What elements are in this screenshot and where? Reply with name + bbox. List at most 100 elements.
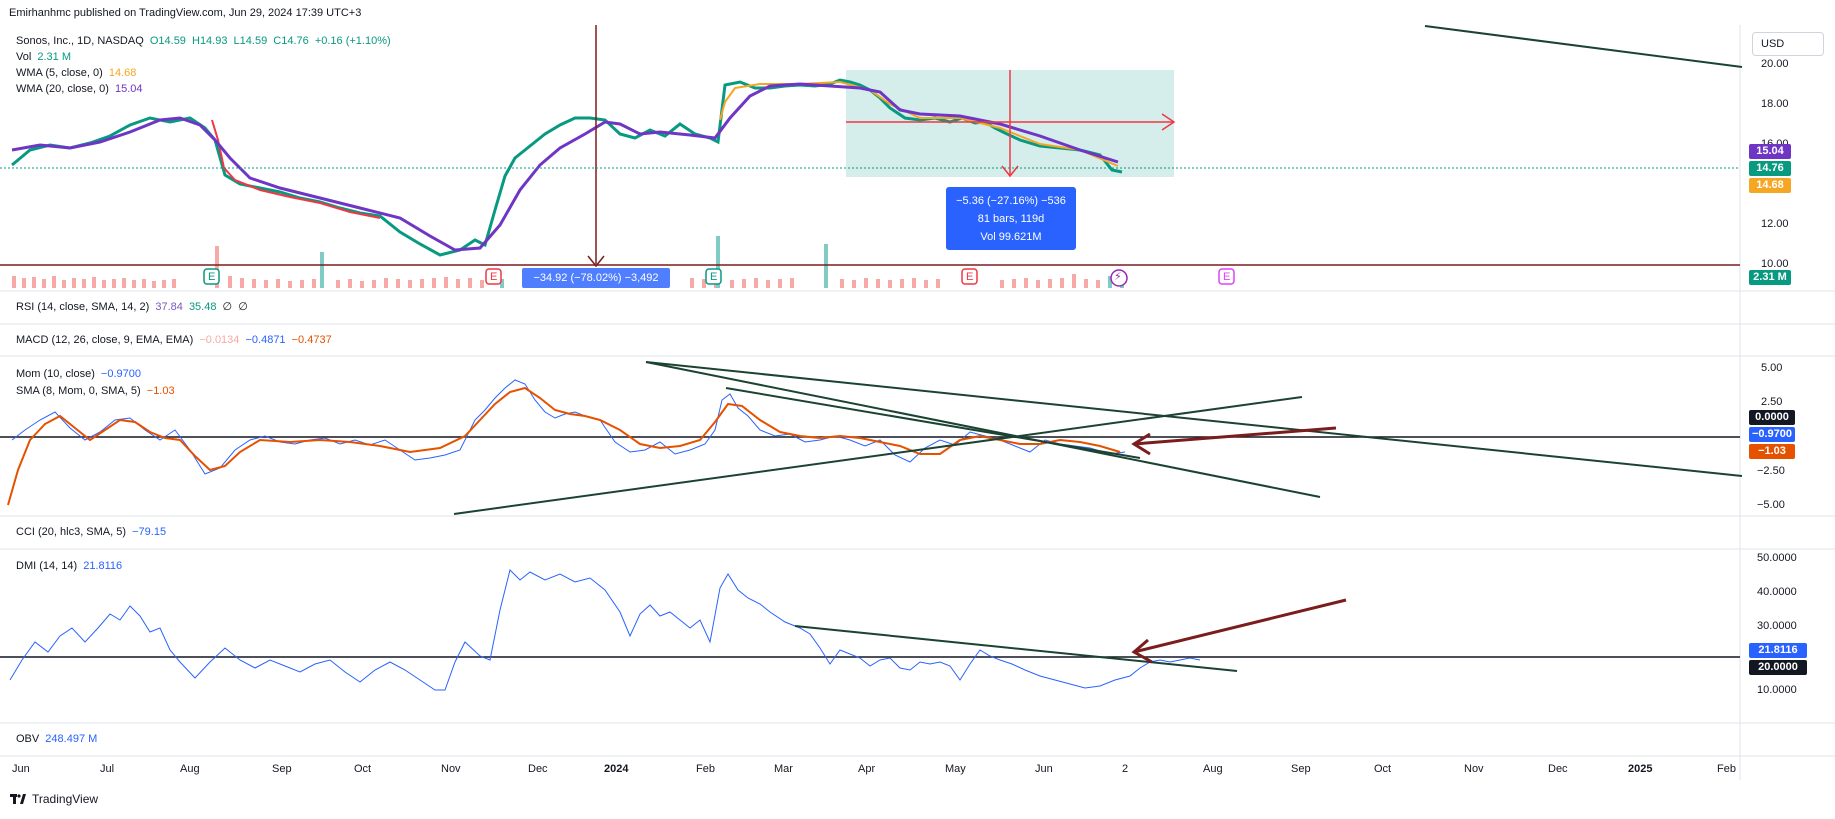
time-tick: Feb: [1717, 763, 1736, 775]
rsi-sma-value: 35.48: [188, 301, 217, 313]
time-tick: Nov: [441, 763, 461, 775]
dmi-tick: 40.0000: [1757, 586, 1797, 598]
currency-button[interactable]: USD: [1752, 32, 1824, 56]
lightning-icon[interactable]: ⚡: [1114, 271, 1122, 283]
high-value: H14.93: [192, 35, 228, 47]
time-tick: Oct: [354, 763, 372, 775]
macd-value: −0.4871: [245, 334, 286, 346]
price-tick: 20.00: [1761, 58, 1789, 70]
time-tick: Sep: [272, 763, 292, 775]
rsi-band-value: ∅: [222, 301, 233, 313]
rsi-band-value: ∅: [238, 301, 248, 313]
mom-tick: −2.50: [1757, 465, 1785, 477]
volume-badge: 2.31 M: [1749, 270, 1791, 285]
obv-value: 248.497 M: [45, 733, 98, 745]
measure-info-box[interactable]: −5.36 (−27.16%) −536 81 bars, 119d Vol 9…: [946, 187, 1076, 250]
mom-trendline-3: [725, 387, 1141, 459]
volume-legend[interactable]: Vol 2.31 M: [16, 50, 74, 64]
wma5-price-badge: 14.68: [1749, 178, 1791, 193]
time-tick: 2: [1122, 763, 1129, 775]
dmi-tick: 10.0000: [1757, 684, 1797, 696]
mom-trendline-1: [645, 361, 1321, 498]
time-tick: Feb: [696, 763, 715, 775]
wma20-price-badge: 15.04: [1749, 144, 1791, 159]
time-tick: 2025: [1628, 763, 1653, 775]
measure-info-box-2[interactable]: −34.92 (−78.02%) −3,492: [522, 268, 670, 288]
wma20-line: [11, 82, 1119, 252]
wma20-legend[interactable]: WMA (20, close, 0) 15.04: [16, 82, 146, 96]
earnings-marker[interactable]: E: [966, 271, 974, 283]
wma20-label: WMA (20, close, 0): [16, 83, 109, 95]
wma5-legend[interactable]: WMA (5, close, 0) 14.68: [16, 66, 139, 80]
mom-zero-badge: 0.0000: [1749, 410, 1795, 425]
cci-label: CCI (20, hlc3, SMA, 5): [16, 526, 127, 538]
mom-legend[interactable]: Mom (10, close) −0.9700: [16, 367, 144, 381]
measure-change: −5.36 (−27.16%) −536: [956, 195, 1066, 207]
time-tick: Dec: [1548, 763, 1568, 775]
rsi-legend[interactable]: RSI (14, close, SMA, 14, 2) 37.84 35.48 …: [16, 300, 251, 314]
main-legend: Sonos, Inc., 1D, NASDAQ O14.59 H14.93 L1…: [16, 34, 394, 48]
dmi-value: 21.8116: [83, 560, 123, 572]
price-tick: 18.00: [1761, 98, 1789, 110]
time-tick: Aug: [180, 763, 200, 775]
footer-brand[interactable]: TradingView: [10, 792, 98, 806]
symbol-label[interactable]: Sonos, Inc., 1D, NASDAQ: [16, 35, 144, 47]
time-tick: Sep: [1291, 763, 1311, 775]
close-value: C14.76: [273, 35, 309, 47]
vol-value: 2.31 M: [37, 51, 71, 63]
price-tick: 10.00: [1761, 258, 1789, 270]
earnings-marker[interactable]: E: [1223, 271, 1231, 283]
volume-bars: [12, 246, 1100, 288]
rsi-value: 37.84: [155, 301, 183, 313]
earnings-marker[interactable]: E: [710, 271, 718, 283]
time-tick: Mar: [774, 763, 793, 775]
earnings-marker[interactable]: E: [208, 271, 216, 283]
mom-sma-legend[interactable]: SMA (8, Mom, 0, SMA, 5) −1.03: [16, 384, 178, 398]
dmi-trendline: [794, 625, 1238, 672]
publish-info: Emirhanhmc published on TradingView.com,…: [9, 7, 362, 19]
mom-sma-label: SMA (8, Mom, 0, SMA, 5): [16, 385, 141, 397]
low-value: L14.59: [233, 35, 268, 47]
measure-volume: Vol 99.621M: [980, 231, 1042, 243]
dmi-level-badge: 20.0000: [1749, 660, 1807, 675]
time-tick: Oct: [1374, 763, 1392, 775]
time-tick: Jul: [100, 763, 115, 775]
price-tick: 12.00: [1761, 218, 1789, 230]
mom-tick: −5.00: [1757, 499, 1785, 511]
change-value: +0.16 (+1.10%): [314, 35, 391, 47]
time-tick: 2024: [604, 763, 629, 775]
dmi-tick: 30.0000: [1757, 620, 1797, 632]
dmi-legend[interactable]: DMI (14, 14) 21.8116: [16, 559, 125, 573]
wma5-value: 14.68: [108, 67, 137, 79]
macd-legend[interactable]: MACD (12, 26, close, 9, EMA, EMA) −0.013…: [16, 333, 335, 347]
earnings-marker[interactable]: E: [490, 271, 498, 283]
obv-legend[interactable]: OBV 248.497 M: [16, 732, 100, 746]
trendline-top: [1424, 25, 1743, 68]
wma5-line: [719, 80, 1119, 167]
open-value: O14.59: [149, 35, 186, 47]
mom-sma-value: −1.03: [146, 385, 175, 397]
cci-legend[interactable]: CCI (20, hlc3, SMA, 5) −79.15: [16, 525, 169, 539]
wma5-label: WMA (5, close, 0): [16, 67, 103, 79]
time-tick: Dec: [528, 763, 548, 775]
mom-line: [11, 379, 1126, 475]
time-tick: Jun: [1035, 763, 1053, 775]
dmi-line: [9, 569, 1201, 691]
tradingview-logo-icon: [10, 794, 26, 804]
macd-hist-value: −0.0134: [199, 334, 240, 346]
mom-arrow-line: [1133, 426, 1337, 446]
macd-label: MACD (12, 26, close, 9, EMA, EMA): [16, 334, 194, 346]
cci-value: −79.15: [132, 526, 167, 538]
dmi-label: DMI (14, 14): [16, 560, 78, 572]
dmi-value-badge: 21.8116: [1749, 643, 1807, 658]
macd-signal-value: −0.4737: [291, 334, 332, 346]
time-tick: Jun: [12, 763, 30, 775]
measure-bars: 81 bars, 119d: [977, 213, 1045, 225]
mom-trendline-4: [453, 396, 1303, 515]
dmi-arrow-line: [1133, 598, 1347, 654]
mom-sma-badge: −1.03: [1749, 444, 1795, 459]
earnings-marker-group: [203, 268, 1235, 287]
time-tick: Apr: [858, 763, 876, 775]
